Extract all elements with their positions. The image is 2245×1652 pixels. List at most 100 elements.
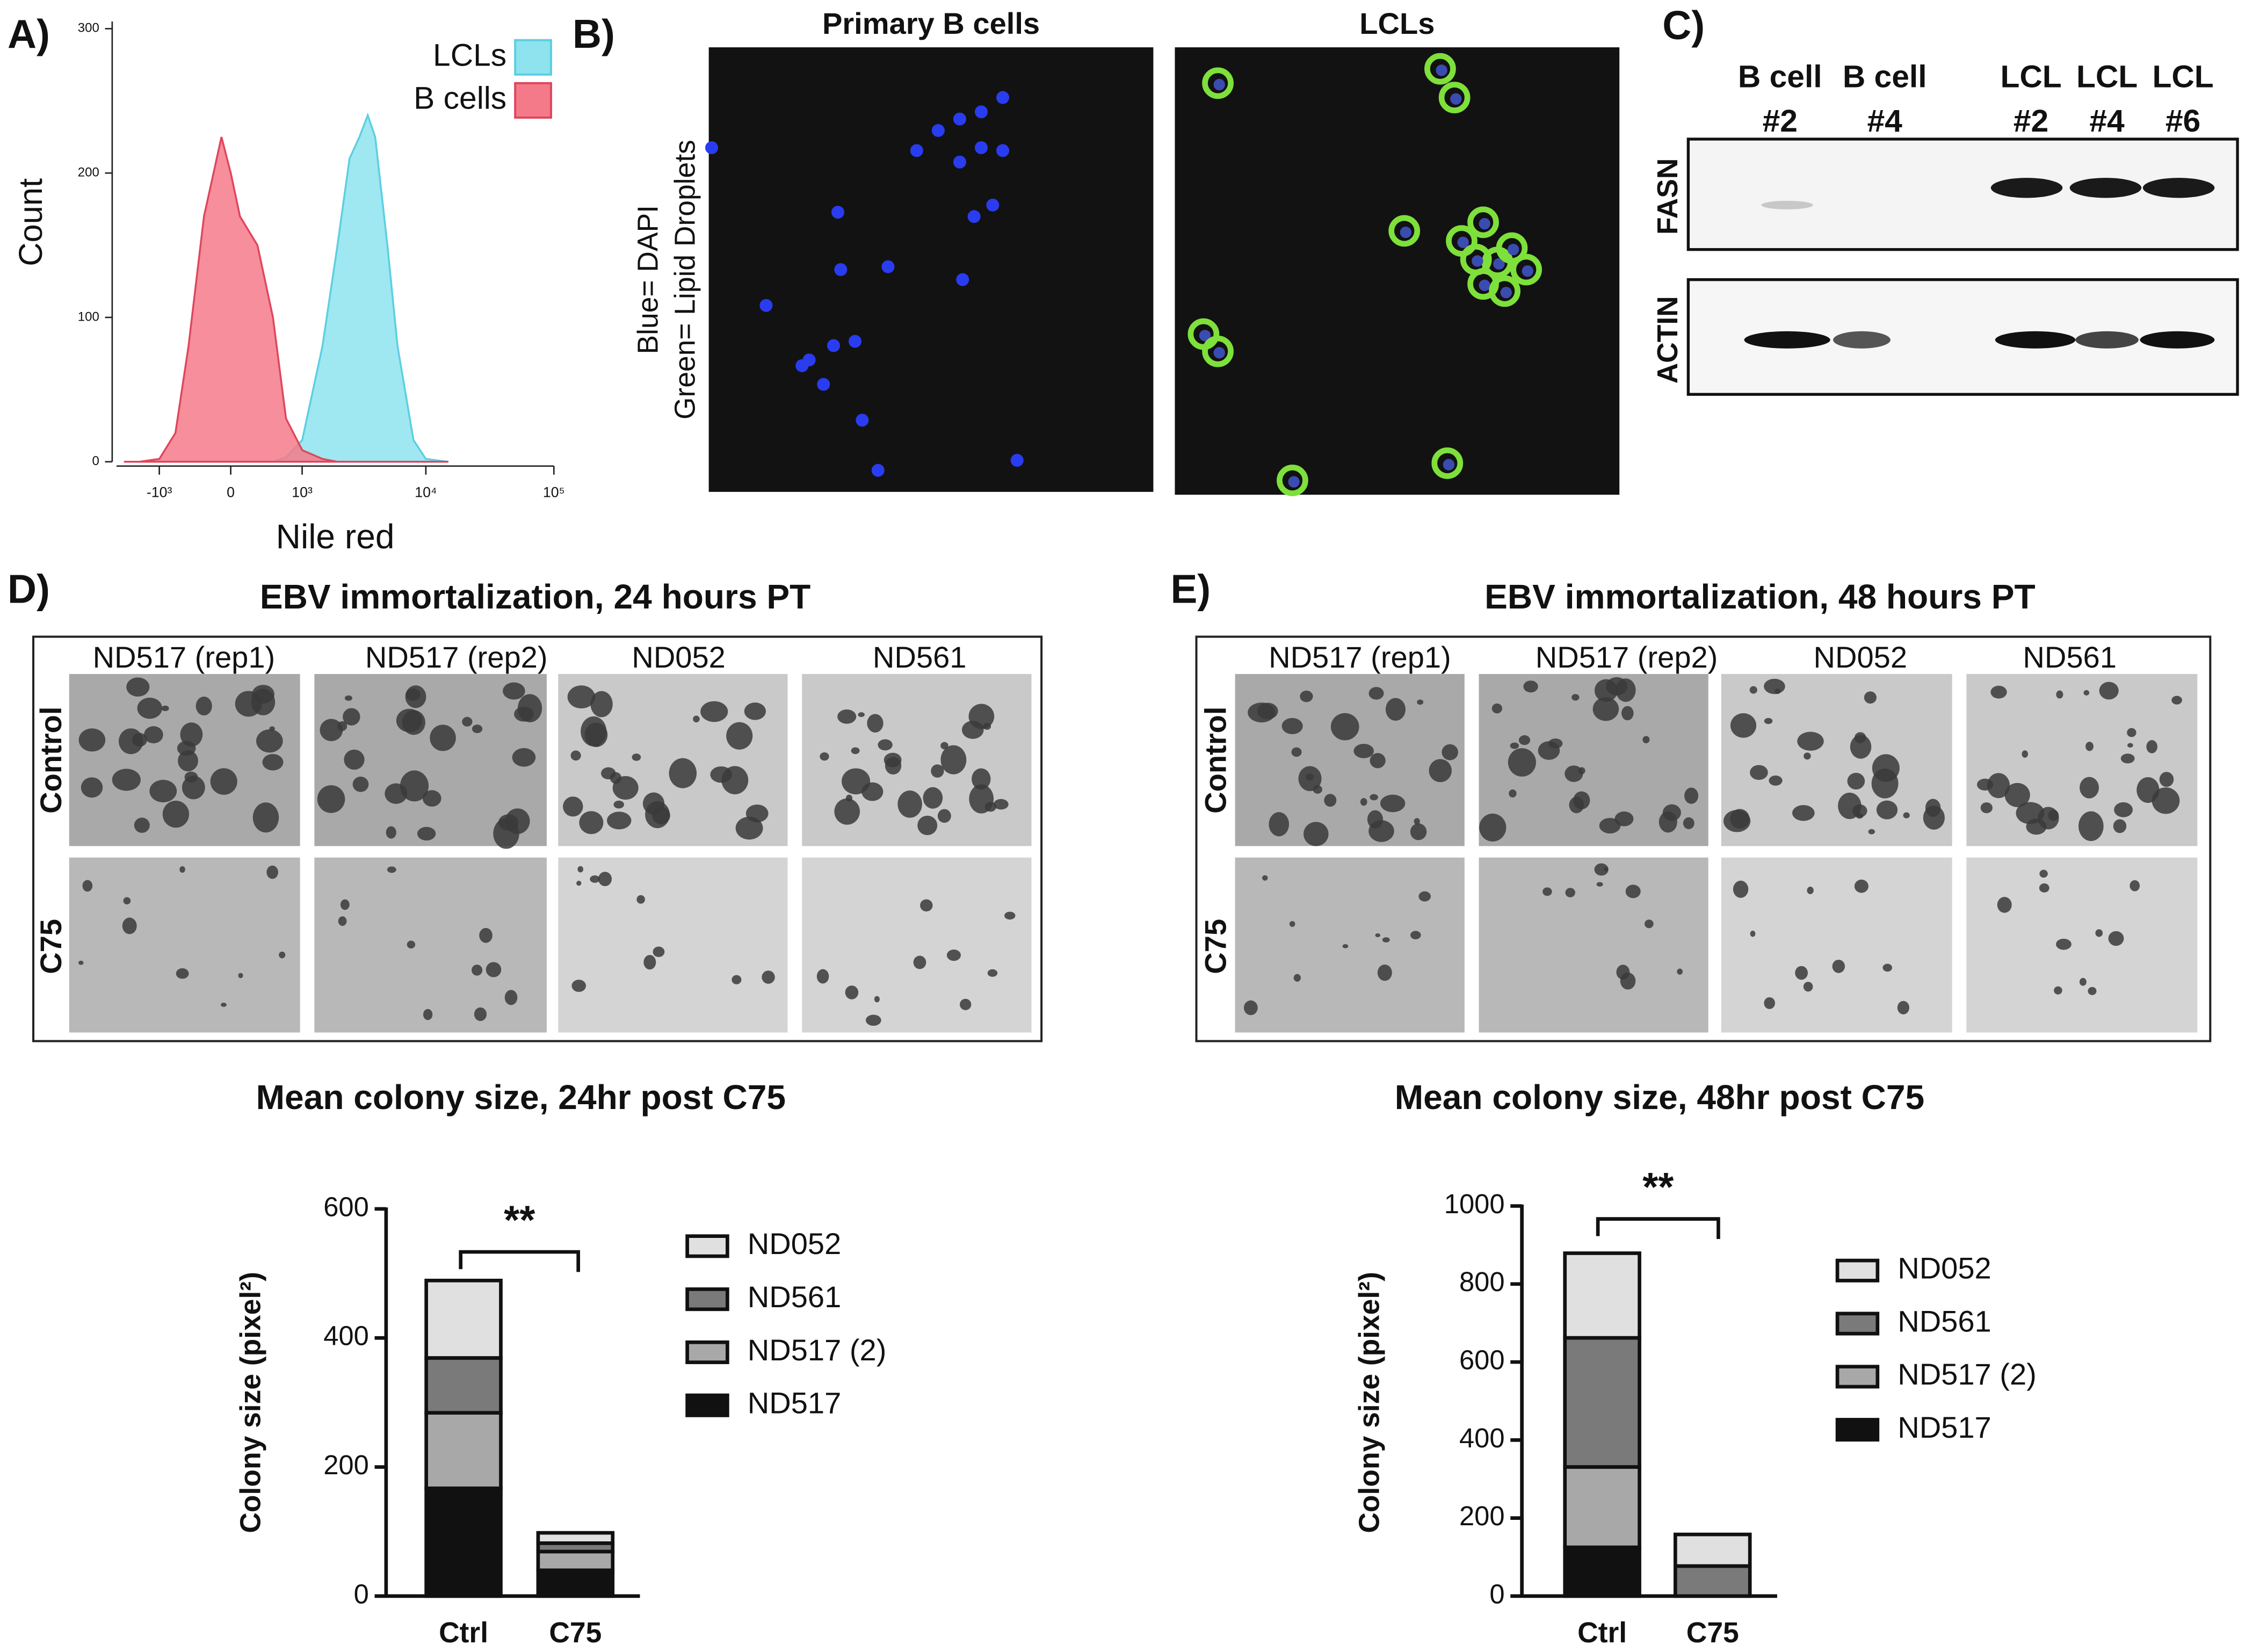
y-tick-label: 200 — [1459, 1501, 1505, 1531]
colony — [1925, 799, 1941, 817]
blot-band — [1761, 200, 1813, 209]
colony — [1596, 882, 1603, 887]
colony — [1510, 742, 1519, 749]
nucleus — [1479, 218, 1490, 230]
nucleus — [1507, 243, 1519, 256]
colony — [1523, 680, 1538, 693]
colony — [1750, 765, 1768, 780]
blot-band — [1744, 331, 1830, 349]
colony — [422, 790, 441, 807]
nucleus — [974, 141, 988, 155]
colony — [1868, 829, 1875, 835]
colony — [1300, 690, 1313, 702]
colony — [1876, 800, 1898, 820]
lane-label: #4 — [1867, 104, 1903, 139]
colony — [2055, 938, 2072, 950]
colony — [387, 866, 396, 873]
colony — [762, 970, 775, 984]
colony — [1804, 752, 1811, 760]
colony — [1380, 794, 1406, 813]
blot — [1686, 137, 2239, 251]
colony — [1764, 718, 1773, 724]
bar-segment — [1563, 1336, 1641, 1469]
blot-band — [1995, 331, 2076, 349]
colony — [1847, 772, 1865, 790]
colony — [1659, 811, 1677, 833]
colony — [858, 712, 865, 718]
column-label: ND052 — [632, 640, 726, 674]
colony — [352, 777, 369, 792]
bar-segment — [424, 1356, 503, 1415]
colony — [1625, 885, 1641, 899]
bar-segment — [1674, 1532, 1752, 1568]
x-tick-label: C75 — [549, 1617, 602, 1649]
bar-segment — [1563, 1545, 1641, 1598]
colony — [195, 697, 212, 716]
colony — [338, 916, 347, 926]
colony — [1542, 887, 1552, 896]
colony — [210, 768, 237, 795]
colony — [590, 875, 600, 883]
colony — [1578, 767, 1585, 774]
colony — [940, 742, 948, 750]
significance-bracket — [1596, 1217, 1720, 1239]
colony — [874, 996, 880, 1003]
colony — [861, 782, 883, 801]
colony — [472, 965, 483, 976]
blot-band — [1833, 331, 1891, 349]
column-label: ND517 (rep1) — [1269, 640, 1451, 674]
colony — [1864, 691, 1877, 704]
nucleus — [1479, 279, 1490, 292]
colony — [913, 955, 926, 969]
colony — [851, 747, 860, 755]
colony — [2056, 690, 2063, 699]
colony — [2088, 987, 2097, 995]
legend-swatch — [685, 1234, 729, 1258]
colony — [845, 986, 859, 999]
colony — [571, 980, 586, 992]
y-tick-label: 0 — [354, 1578, 369, 1609]
colony — [184, 771, 198, 783]
colony — [252, 802, 279, 833]
colony — [2099, 682, 2119, 700]
nucleus — [1450, 93, 1462, 105]
colony — [1599, 817, 1621, 834]
colony — [1616, 678, 1636, 702]
x-tick-label: 10³ — [292, 484, 313, 501]
colony — [1621, 706, 1634, 721]
micrograph — [708, 47, 1154, 492]
colony — [1418, 891, 1431, 902]
lipid-cell — [1467, 206, 1499, 238]
colony — [517, 694, 542, 722]
y-tick-label: 100 — [78, 309, 99, 324]
colony — [1353, 743, 1374, 758]
row-label: C75 — [1198, 919, 1232, 974]
legend-swatch — [1835, 1365, 1880, 1389]
colony — [937, 809, 951, 823]
lane-label: LCL — [2000, 59, 2061, 94]
legend-label: B cells — [414, 81, 506, 115]
lipid-cell — [1424, 53, 1456, 85]
colony — [162, 800, 190, 828]
legend-swatch — [1835, 1312, 1880, 1336]
colony — [1797, 731, 1824, 751]
colony — [576, 880, 582, 886]
colony — [179, 866, 185, 873]
colony — [645, 801, 670, 828]
panel-label: E) — [1170, 567, 1211, 612]
nucleus — [931, 124, 945, 137]
colony — [132, 733, 147, 747]
colony — [920, 899, 933, 912]
colony — [238, 973, 243, 979]
row-label: C75 — [34, 919, 68, 974]
colony — [266, 865, 278, 879]
colony — [820, 752, 829, 761]
nucleus — [1443, 459, 1455, 470]
colony — [693, 715, 700, 723]
colony — [983, 723, 991, 730]
colony — [78, 728, 106, 752]
colony — [1410, 823, 1427, 841]
colony — [579, 811, 604, 835]
colony — [607, 811, 632, 830]
colony — [1414, 818, 1420, 825]
